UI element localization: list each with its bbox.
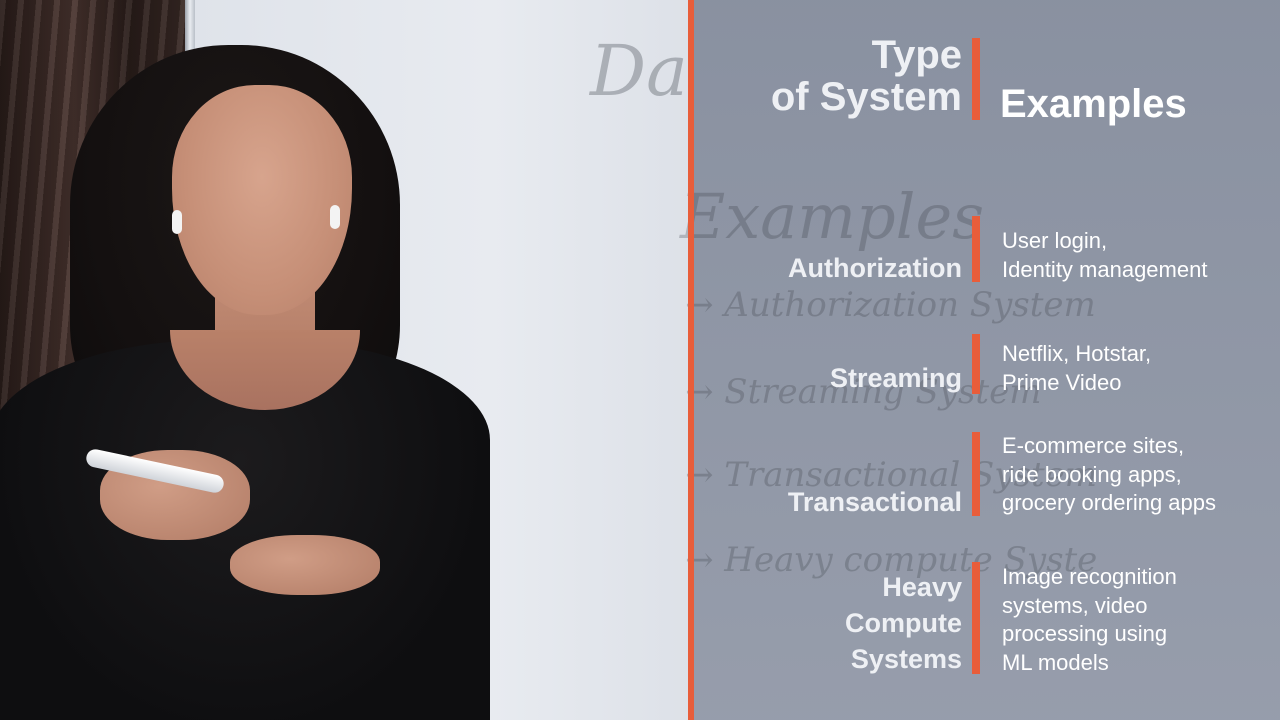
examples-authorization: User login, Identity management [1002,228,1208,282]
presenter-face [172,85,352,315]
system-type-transactional: Transactional [787,487,962,517]
whiteboard-line-2-ghost: → Streaming System [685,372,1042,412]
whiteboard-line-1-ghost: → Authorization System [685,285,1096,325]
examples-transactional: E-commerce sites, ride booking apps, gro… [1002,433,1217,515]
system-type-authorization: Authorization [788,253,962,283]
examples-streaming: Netflix, Hotstar, Prime Video [1002,341,1152,395]
system-type-heavy-compute: Heavy Compute Systems [845,572,962,674]
row-accent-bar-authorization [972,216,980,282]
whiteboard-line-3-ghost: → Transactional System [685,455,1097,495]
whiteboard-line-4-ghost: → Heavy compute Syste [685,540,1098,580]
row-accent-bar-streaming [972,334,980,394]
header-type-of-system: Type of System [770,33,962,119]
whiteboard-title: Data & Data flow [590,30,690,112]
info-overlay-panel: Examples → Authorization System → Stream… [680,0,1280,720]
right-earbud [330,205,340,229]
row-accent-bar-heavy-compute [972,562,980,674]
video-scene: Data & Data flow [0,0,690,720]
row-accent-bar-transactional [972,432,980,516]
header-accent-bar [972,38,980,120]
examples-heavy-compute: Image recognition systems, video process… [1002,564,1177,675]
whiteboard-heading-ghost: Examples [680,180,985,253]
system-type-streaming: Streaming [829,363,962,393]
header-examples: Examples [1000,82,1187,126]
panel-divider-line [688,0,694,720]
left-earbud [172,210,182,234]
